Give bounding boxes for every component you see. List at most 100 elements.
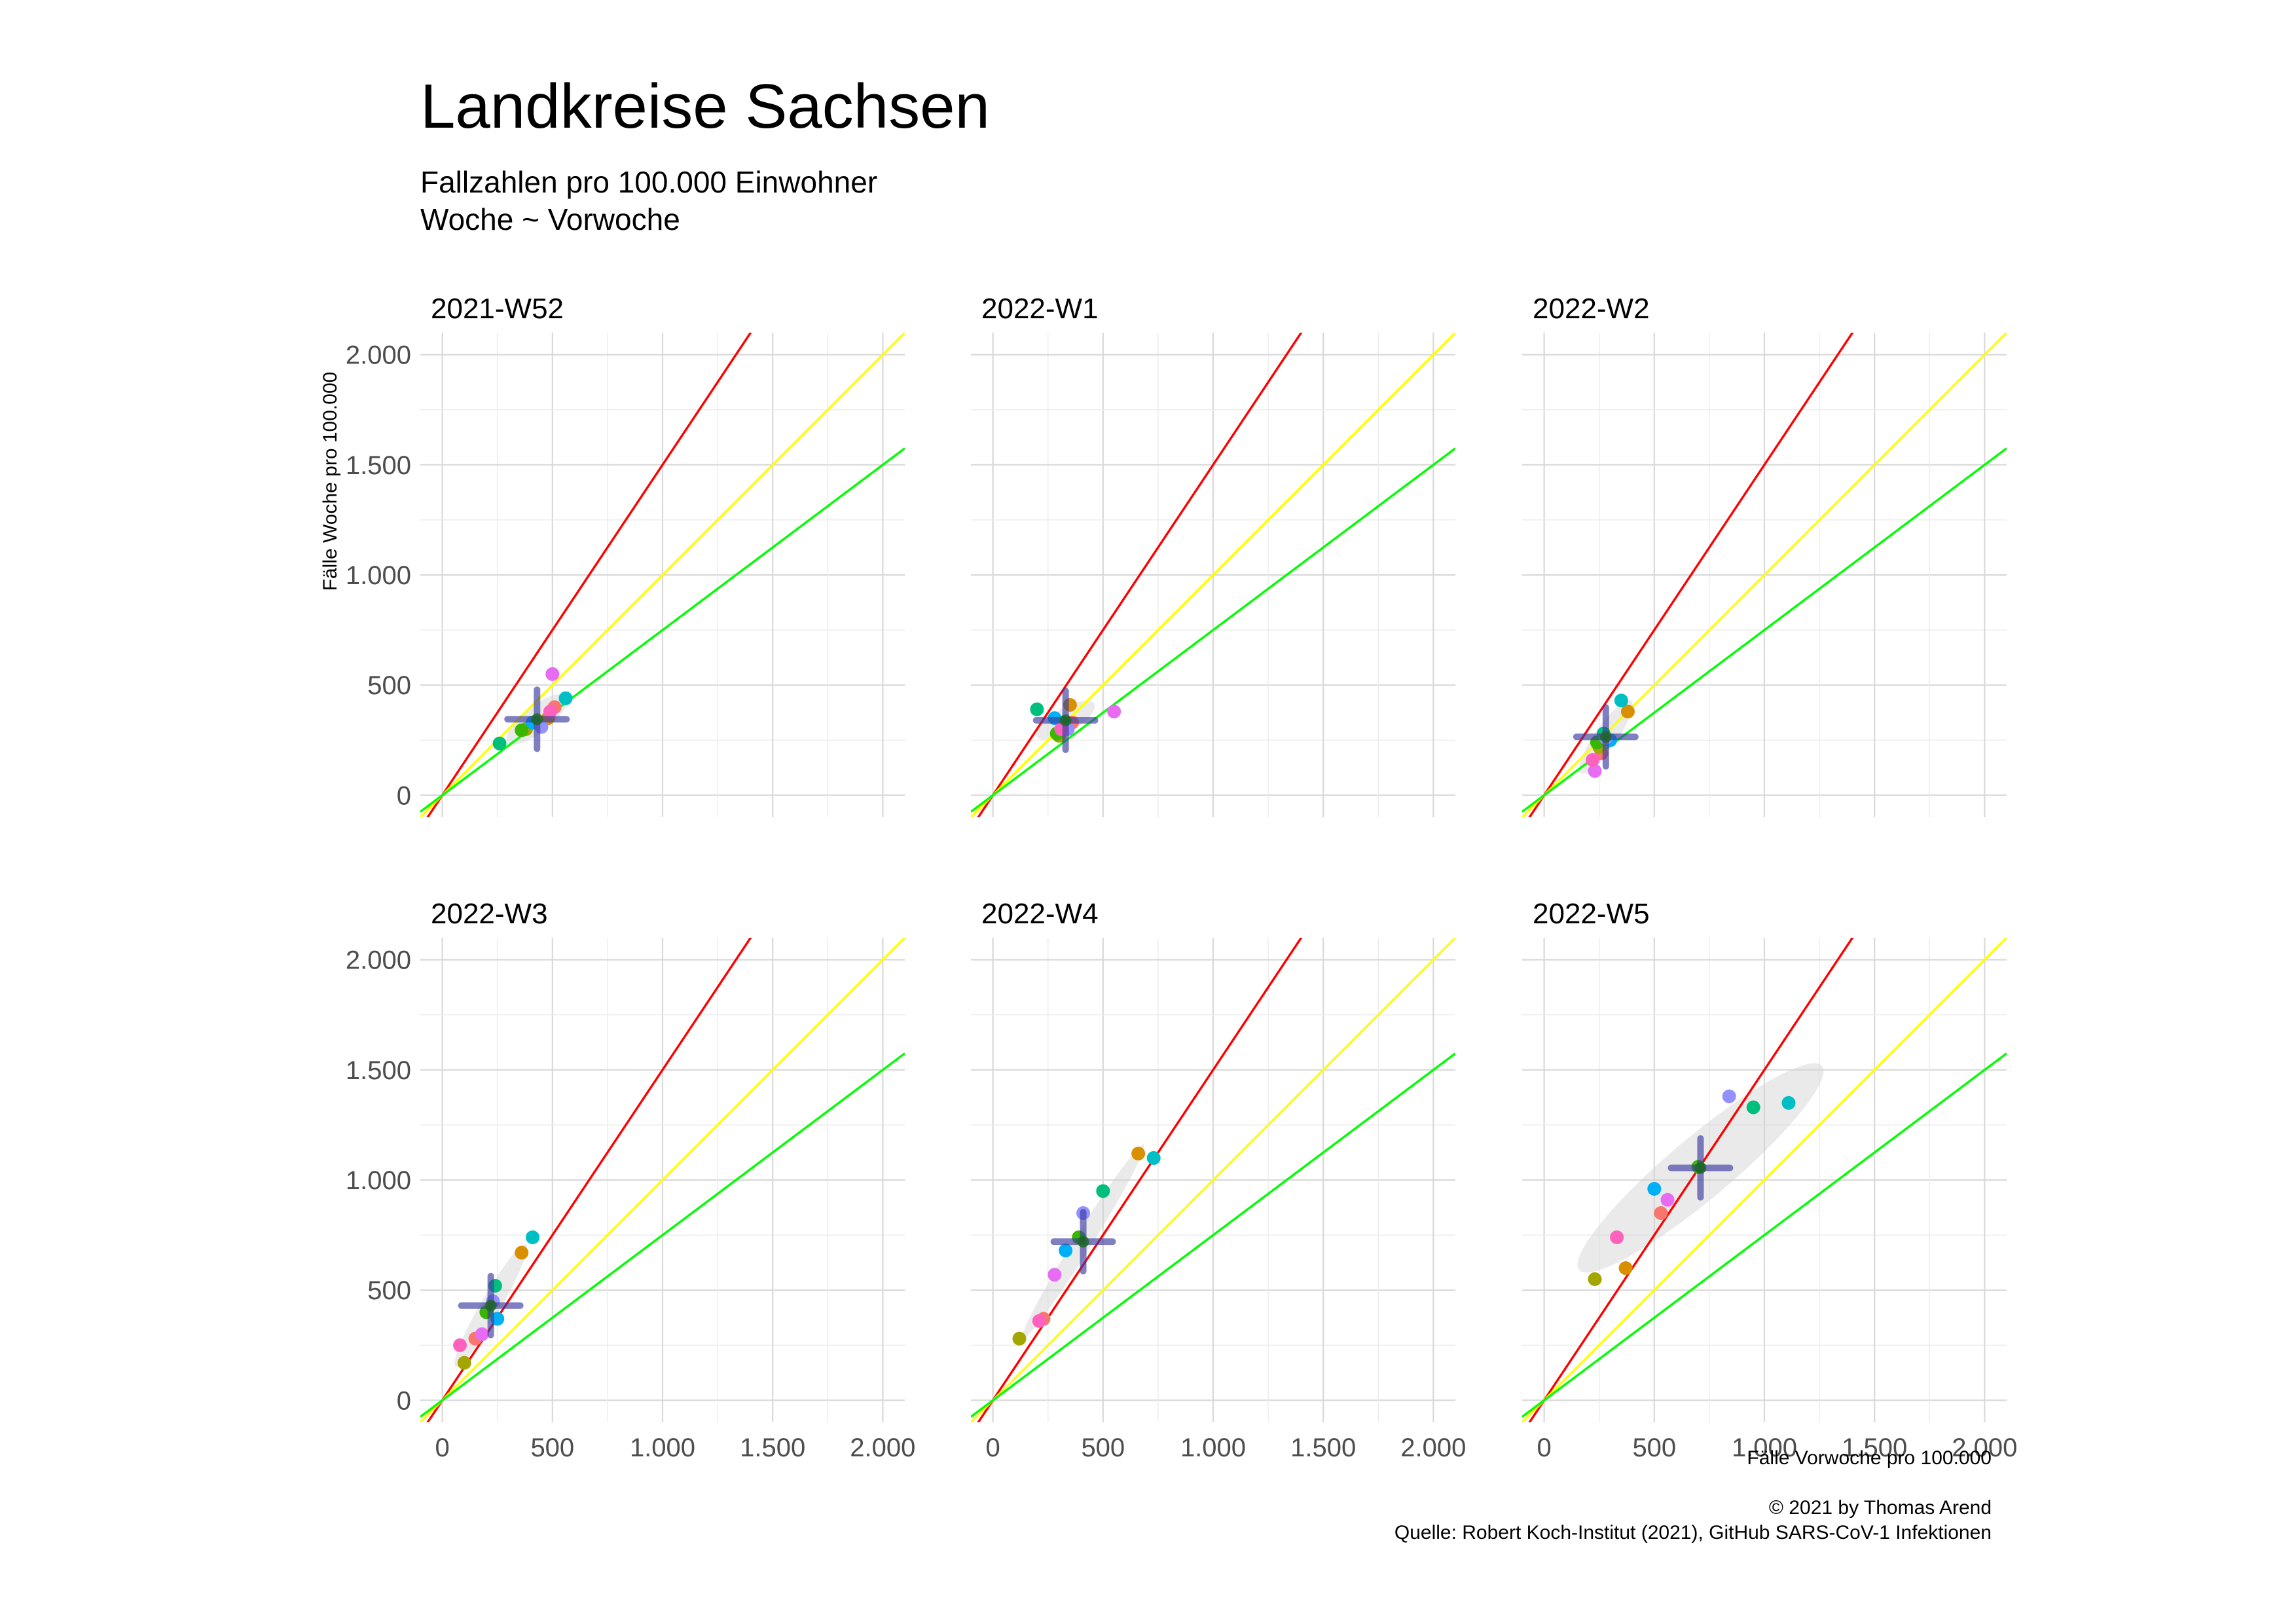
panel-content xyxy=(1522,333,2007,817)
reference-line-slope-0.75 xyxy=(420,447,905,813)
data-point xyxy=(1588,1272,1602,1286)
data-point xyxy=(545,667,560,681)
x-tick-label: 1.500 xyxy=(1842,1433,1907,1462)
data-point xyxy=(1131,1147,1146,1161)
x-tick-label: 1.500 xyxy=(740,1433,805,1462)
reference-line-slope-1 xyxy=(420,333,905,817)
data-point xyxy=(1647,1181,1662,1196)
reference-line-slope-1.5 xyxy=(977,333,1303,817)
x-tick-label: 500 xyxy=(530,1433,574,1462)
subtitle-line-1: Fallzahlen pro 100.000 Einwohner xyxy=(420,165,878,199)
subtitle-line-2: Woche ~ Vorwoche xyxy=(420,202,680,236)
caption: © 2021 by Thomas Arend Quelle: Robert Ko… xyxy=(1394,1496,1992,1545)
facet-panel-2022-W1: 2022-W1 xyxy=(971,293,1455,817)
y-tick-label: 1.500 xyxy=(346,1056,411,1085)
data-point xyxy=(1722,1089,1736,1103)
panel-strip-label: 2022-W3 xyxy=(431,898,548,930)
reference-line-slope-1 xyxy=(971,938,1455,1422)
data-point xyxy=(1059,1244,1073,1258)
panel-content xyxy=(1522,938,2007,1422)
mean-point xyxy=(484,1299,497,1312)
data-point xyxy=(475,1327,489,1341)
data-point xyxy=(1610,1230,1624,1244)
x-tick-label: 1.500 xyxy=(1290,1433,1356,1462)
y-tick-label: 500 xyxy=(367,671,411,700)
y-tick-label: 0 xyxy=(397,781,411,810)
x-tick-label: 0 xyxy=(435,1433,450,1462)
caption-copyright: © 2021 by Thomas Arend xyxy=(1768,1497,1992,1519)
panel-content xyxy=(420,333,905,817)
chart-subtitle: Fallzahlen pro 100.000 Einwohner Woche ~… xyxy=(420,164,877,238)
data-point xyxy=(1107,705,1121,719)
facet-panel-2022-W5: 2022-W5 0 500 1.000 1.500 2.000 xyxy=(1522,898,2017,1462)
panel-strip-label: 2021-W52 xyxy=(431,293,564,325)
panel-content xyxy=(420,938,905,1422)
x-tick-label: 0 xyxy=(986,1433,1000,1462)
x-tick-label: 0 xyxy=(1537,1433,1552,1462)
data-point xyxy=(1746,1100,1760,1115)
facet-panel-2022-W3: 2022-W3 0 500 1.000 1.500 2.000 0 500 1.000 1.500… xyxy=(346,898,916,1462)
data-point xyxy=(453,1338,467,1352)
x-tick-label: 2.000 xyxy=(1952,1433,2017,1462)
reference-line-slope-0.75 xyxy=(1522,1052,2007,1418)
x-tick-label: 1.000 xyxy=(630,1433,695,1462)
data-point xyxy=(1620,705,1635,719)
mean-point xyxy=(1059,714,1072,726)
data-point xyxy=(457,1356,471,1370)
x-tick-label: 500 xyxy=(1632,1433,1676,1462)
mean-point xyxy=(1599,731,1612,743)
data-point xyxy=(1012,1331,1027,1346)
reference-line-slope-1 xyxy=(420,938,905,1422)
data-point xyxy=(1586,753,1600,767)
panel-strip-label: 2022-W5 xyxy=(1533,898,1650,930)
reference-line-slope-1.5 xyxy=(426,938,752,1422)
data-point xyxy=(1654,1206,1668,1220)
x-tick-label: 2.000 xyxy=(850,1433,915,1462)
reference-line-slope-0.75 xyxy=(420,1052,905,1418)
data-point xyxy=(1048,1268,1062,1282)
reference-line-slope-1.5 xyxy=(426,333,752,817)
panel-content xyxy=(971,938,1455,1422)
facet-panel-2022-W2: 2022-W2 xyxy=(1522,293,2007,817)
y-tick-label: 500 xyxy=(367,1276,411,1305)
data-point xyxy=(543,705,557,719)
y-tick-label: 1.000 xyxy=(346,1166,411,1195)
data-point xyxy=(492,736,507,750)
mean-point xyxy=(531,713,543,726)
panel-strip-label: 2022-W4 xyxy=(981,898,1099,930)
data-point xyxy=(1588,764,1602,778)
y-tick-label: 1.500 xyxy=(346,451,411,480)
reference-line-slope-1.5 xyxy=(1528,938,1854,1422)
data-point xyxy=(1096,1184,1110,1198)
data-point xyxy=(1146,1151,1161,1165)
data-point xyxy=(1032,1314,1046,1328)
x-tick-label: 1.000 xyxy=(1732,1433,1797,1462)
x-tick-label: 2.000 xyxy=(1400,1433,1466,1462)
data-point xyxy=(515,723,529,737)
caption-source: Quelle: Robert Koch-Institut (2021), Git… xyxy=(1394,1522,1992,1543)
reference-line-slope-0.75 xyxy=(971,1052,1455,1418)
y-tick-label: 2.000 xyxy=(346,341,411,370)
data-point xyxy=(1030,702,1044,716)
reference-line-slope-1 xyxy=(1522,938,2007,1422)
data-point xyxy=(1781,1096,1796,1110)
mean-point xyxy=(1077,1236,1089,1248)
data-point xyxy=(515,1246,529,1260)
data-point xyxy=(1618,1261,1633,1276)
y-tick-label: 2.000 xyxy=(346,946,411,975)
chart-title: Landkreise Sachsen xyxy=(420,71,990,141)
data-point xyxy=(1660,1192,1675,1207)
y-tick-label: 0 xyxy=(397,1386,411,1415)
data-point xyxy=(1614,693,1628,708)
panel-content xyxy=(971,333,1455,817)
x-axis-label: Fälle Vorwoche pro 100.000 xyxy=(1747,1447,1992,1469)
x-tick-label: 500 xyxy=(1081,1433,1125,1462)
panel-strip-label: 2022-W1 xyxy=(981,293,1099,325)
reference-line-slope-0.75 xyxy=(971,447,1455,813)
data-point xyxy=(526,1230,540,1244)
x-tick-label: 1.000 xyxy=(1180,1433,1246,1462)
mean-point xyxy=(1694,1162,1707,1174)
facet-panel-2021-W52: 2021-W52 0 500 1.000 1.500 2.000 xyxy=(346,293,905,817)
